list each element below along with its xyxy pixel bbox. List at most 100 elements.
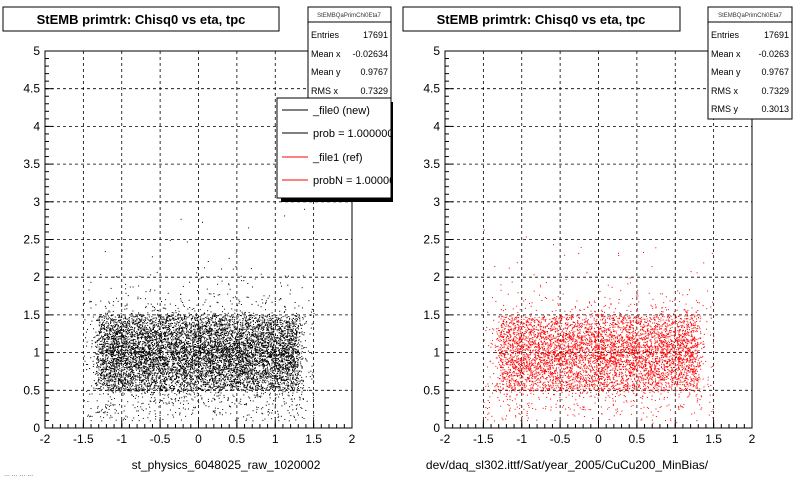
scatter-point	[225, 343, 227, 345]
scatter-point	[192, 325, 194, 327]
scatter-point	[297, 371, 299, 373]
scatter-point	[129, 375, 131, 377]
scatter-point	[197, 355, 199, 357]
scatter-point	[181, 330, 183, 332]
scatter-point	[242, 378, 243, 380]
scatter-point	[270, 344, 272, 346]
scatter-point	[255, 349, 257, 351]
scatter-point	[194, 317, 196, 319]
scatter-point	[288, 332, 290, 334]
scatter-point	[110, 287, 112, 289]
scatter-point	[134, 380, 136, 382]
scatter-point	[96, 341, 98, 343]
scatter-point	[240, 398, 242, 400]
scatter-point	[169, 323, 171, 325]
scatter-point	[179, 390, 181, 392]
scatter-point	[153, 365, 155, 367]
scatter-point	[304, 340, 306, 342]
scatter-point	[167, 396, 169, 398]
scatter-point	[274, 377, 276, 379]
scatter-point	[215, 332, 217, 334]
scatter-point	[126, 355, 128, 357]
scatter-point	[173, 386, 175, 388]
scatter-point	[261, 328, 262, 330]
scatter-point	[221, 362, 223, 363]
scatter-point	[134, 366, 136, 367]
scatter-point	[168, 327, 170, 328]
scatter-point	[142, 315, 144, 317]
scatter-point	[263, 361, 265, 363]
scatter-point	[105, 360, 107, 362]
scatter-point	[191, 329, 193, 331]
scatter-point	[259, 332, 261, 334]
scatter-point	[194, 326, 196, 328]
scatter-point	[235, 399, 237, 401]
scatter-point	[227, 315, 229, 317]
scatter-point	[118, 332, 120, 334]
scatter-point	[227, 342, 229, 344]
scatter-point	[210, 346, 212, 348]
scatter-point	[211, 375, 212, 377]
scatter-point	[148, 316, 150, 318]
scatter-point	[139, 375, 140, 377]
scatter-point	[238, 402, 240, 404]
scatter-point	[123, 318, 125, 320]
scatter-point	[147, 387, 148, 389]
scatter-point	[254, 333, 256, 335]
scatter-point	[233, 355, 235, 356]
scatter-point	[138, 390, 140, 392]
scatter-point	[134, 350, 135, 352]
scatter-point	[291, 321, 293, 323]
scatter-point	[280, 319, 282, 321]
scatter-point	[136, 379, 138, 381]
scatter-point	[275, 386, 276, 388]
scatter-point	[305, 321, 307, 323]
scatter-point	[173, 355, 175, 357]
scatter-point	[228, 370, 230, 372]
scatter-point	[200, 388, 202, 390]
scatter-point	[152, 374, 154, 376]
scatter-point	[159, 322, 161, 323]
scatter-point	[146, 356, 148, 358]
scatter-point	[273, 324, 274, 326]
scatter-point	[190, 364, 192, 366]
scatter-point	[198, 338, 199, 340]
scatter-point	[153, 310, 155, 312]
scatter-point	[149, 355, 151, 357]
scatter-point	[172, 386, 174, 387]
scatter-point	[195, 346, 197, 347]
scatter-point	[103, 382, 105, 384]
scatter-point	[202, 334, 204, 336]
scatter-point	[193, 370, 195, 372]
scatter-point	[269, 394, 271, 396]
scatter-point	[100, 363, 101, 365]
scatter-point	[150, 345, 152, 347]
scatter-point	[127, 295, 129, 297]
scatter-point	[160, 338, 162, 340]
scatter-point	[214, 411, 216, 413]
scatter-point	[123, 325, 125, 327]
scatter-point	[247, 351, 249, 353]
scatter-point	[194, 329, 196, 331]
scatter-point	[170, 344, 172, 346]
scatter-point	[178, 392, 180, 393]
scatter-point	[293, 362, 295, 364]
scatter-point	[164, 380, 166, 382]
scatter-point	[135, 315, 137, 317]
scatter-point	[241, 327, 243, 329]
scatter-point	[97, 350, 99, 352]
scatter-point	[286, 368, 288, 370]
scatter-point	[172, 350, 174, 352]
scatter-point	[125, 358, 127, 360]
scatter-point	[279, 318, 281, 320]
scatter-point	[295, 364, 297, 366]
scatter-point	[117, 378, 119, 379]
scatter-point	[194, 316, 196, 318]
scatter-point	[207, 335, 209, 336]
scatter-point	[247, 322, 249, 324]
scatter-point	[219, 390, 221, 392]
scatter-point	[150, 368, 152, 370]
scatter-point	[125, 329, 127, 330]
scatter-point	[166, 330, 168, 332]
scatter-point	[185, 360, 187, 362]
